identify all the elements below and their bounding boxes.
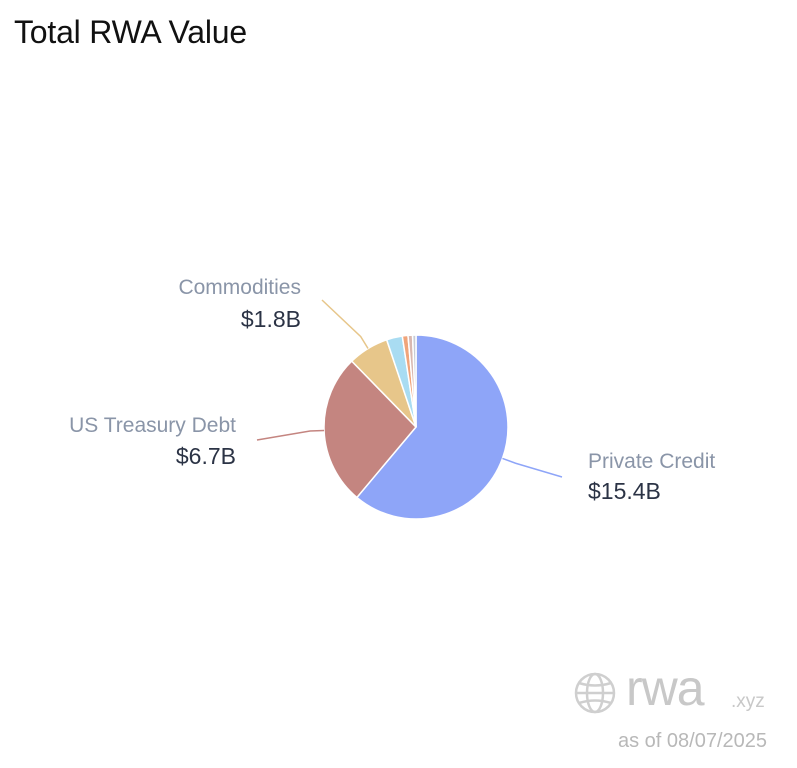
watermark-brand: rwa	[626, 660, 705, 716]
leader-line	[256, 429, 325, 441]
as-of-date: as of 08/07/2025	[617, 730, 767, 752]
slice-label-name: Private Credit	[588, 450, 715, 473]
slice-label-value: $15.4B	[588, 478, 661, 504]
leader-line	[502, 457, 563, 478]
slice-label-value: $6.7B	[176, 443, 236, 469]
slice-label-value: $1.8B	[241, 306, 301, 332]
pie-slice-us-treasury-debt[interactable]	[323, 360, 418, 499]
pie-slice-other-6[interactable]	[411, 334, 417, 428]
watermark-tld: .xyz	[731, 691, 765, 712]
slice-label-name: Commodities	[178, 276, 301, 299]
pie-slice-private-credit[interactable]	[355, 334, 509, 520]
chart-title: Total RWA Value	[14, 14, 247, 50]
slice-label-name: US Treasury Debt	[69, 414, 236, 437]
globe-icon	[574, 672, 616, 714]
leader-line	[321, 299, 369, 349]
